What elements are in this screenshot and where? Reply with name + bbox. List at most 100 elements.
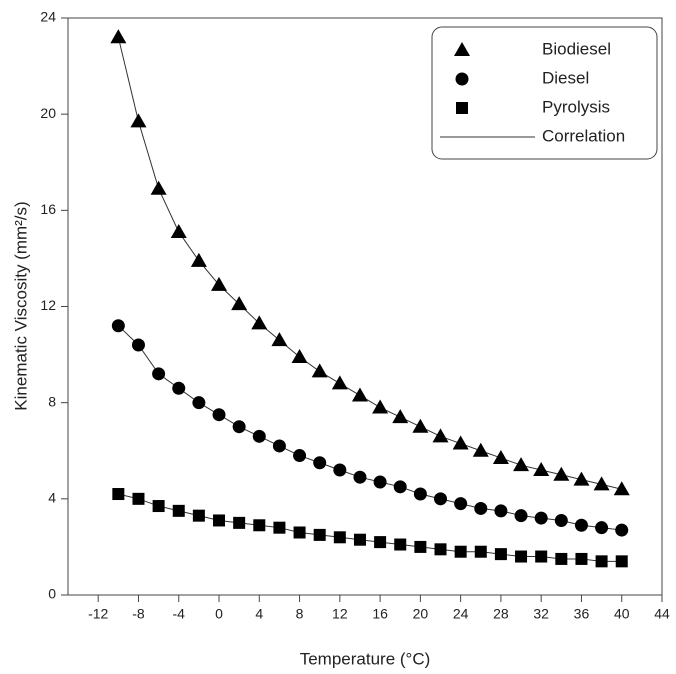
marker-square xyxy=(213,514,226,527)
marker-circle xyxy=(615,523,629,537)
marker-square xyxy=(575,552,588,565)
marker-square xyxy=(273,521,286,534)
marker-square xyxy=(595,555,608,568)
legend-label: Correlation xyxy=(542,126,625,145)
marker-square xyxy=(293,526,306,539)
marker-square xyxy=(615,555,628,568)
marker-square xyxy=(515,550,528,563)
marker-square xyxy=(353,533,366,546)
marker-circle xyxy=(293,449,307,463)
marker-triangle xyxy=(472,442,489,457)
marker-triangle xyxy=(170,223,187,238)
x-tick-label: 28 xyxy=(493,606,509,622)
marker-square xyxy=(474,545,487,558)
marker-circle xyxy=(353,470,367,484)
marker-circle xyxy=(252,429,266,443)
marker-circle xyxy=(434,492,448,506)
x-tick-label: 32 xyxy=(533,606,549,622)
x-tick-label: -4 xyxy=(173,606,186,622)
x-tick-label: 36 xyxy=(574,606,590,622)
marker-circle xyxy=(474,501,488,515)
marker-triangle xyxy=(231,296,248,311)
legend-label: Biodiesel xyxy=(542,39,611,58)
marker-circle xyxy=(455,72,469,86)
marker-square xyxy=(112,488,125,501)
x-tick-label: 0 xyxy=(215,606,223,622)
marker-circle xyxy=(413,487,427,501)
marker-circle xyxy=(494,504,508,518)
marker-circle xyxy=(111,319,125,333)
marker-triangle xyxy=(251,315,268,330)
marker-circle xyxy=(393,480,407,494)
marker-triangle xyxy=(392,409,409,424)
marker-triangle xyxy=(454,42,470,56)
marker-square xyxy=(253,519,266,532)
marker-circle xyxy=(554,513,568,527)
x-tick-label: 16 xyxy=(372,606,388,622)
x-tick-label: 20 xyxy=(413,606,429,622)
marker-triangle xyxy=(452,435,469,450)
legend-box xyxy=(431,26,658,160)
marker-square xyxy=(456,102,468,114)
marker-circle xyxy=(574,518,588,532)
legend-label: Pyrolysis xyxy=(542,97,610,116)
marker-triangle xyxy=(492,449,509,464)
legend-label: Diesel xyxy=(542,68,589,87)
marker-circle xyxy=(272,439,286,453)
marker-circle xyxy=(373,475,387,489)
x-tick-label: 8 xyxy=(296,606,304,622)
correlation-line xyxy=(117,325,622,531)
y-tick-label: 12 xyxy=(40,297,56,313)
marker-circle xyxy=(514,509,528,523)
y-tick-label: 4 xyxy=(48,490,56,506)
marker-circle xyxy=(595,521,609,535)
marker-triangle xyxy=(351,387,368,402)
marker-triangle xyxy=(533,461,550,476)
x-tick-label: -8 xyxy=(132,606,145,622)
marker-square xyxy=(374,536,387,549)
marker-square xyxy=(535,550,548,563)
marker-circle xyxy=(172,381,186,395)
marker-square xyxy=(132,492,145,505)
marker-triangle xyxy=(110,29,127,44)
marker-square xyxy=(313,528,326,541)
marker-triangle xyxy=(613,481,630,496)
marker-square xyxy=(333,531,346,544)
marker-circle xyxy=(333,463,347,477)
marker-triangle xyxy=(593,476,610,491)
marker-triangle xyxy=(573,471,590,486)
x-tick-label: 24 xyxy=(453,606,469,622)
marker-circle xyxy=(534,511,548,525)
y-tick-label: 24 xyxy=(40,9,56,25)
marker-triangle xyxy=(271,332,288,347)
x-tick-label: 12 xyxy=(332,606,348,622)
marker-triangle xyxy=(150,180,167,195)
marker-triangle xyxy=(372,399,389,414)
marker-square xyxy=(454,545,467,558)
x-tick-label: 4 xyxy=(255,606,263,622)
marker-circle xyxy=(454,497,468,511)
marker-triangle xyxy=(513,457,530,472)
marker-square xyxy=(434,543,447,556)
y-tick-label: 0 xyxy=(48,586,56,602)
marker-triangle xyxy=(291,348,308,363)
x-axis-title: Temperature (°C) xyxy=(300,649,431,668)
marker-square xyxy=(394,538,407,551)
marker-triangle xyxy=(331,375,348,390)
marker-square xyxy=(192,509,205,522)
x-tick-label: 40 xyxy=(614,606,630,622)
x-tick-label: 44 xyxy=(654,606,670,622)
y-tick-label: 16 xyxy=(40,201,56,217)
marker-triangle xyxy=(553,466,570,481)
marker-triangle xyxy=(432,428,449,443)
y-tick-label: 8 xyxy=(48,393,56,409)
marker-triangle xyxy=(190,252,207,267)
marker-circle xyxy=(152,367,166,381)
marker-circle xyxy=(131,338,145,352)
marker-triangle xyxy=(211,276,228,291)
marker-triangle xyxy=(412,418,429,433)
marker-circle xyxy=(313,456,327,470)
marker-circle xyxy=(192,396,206,410)
